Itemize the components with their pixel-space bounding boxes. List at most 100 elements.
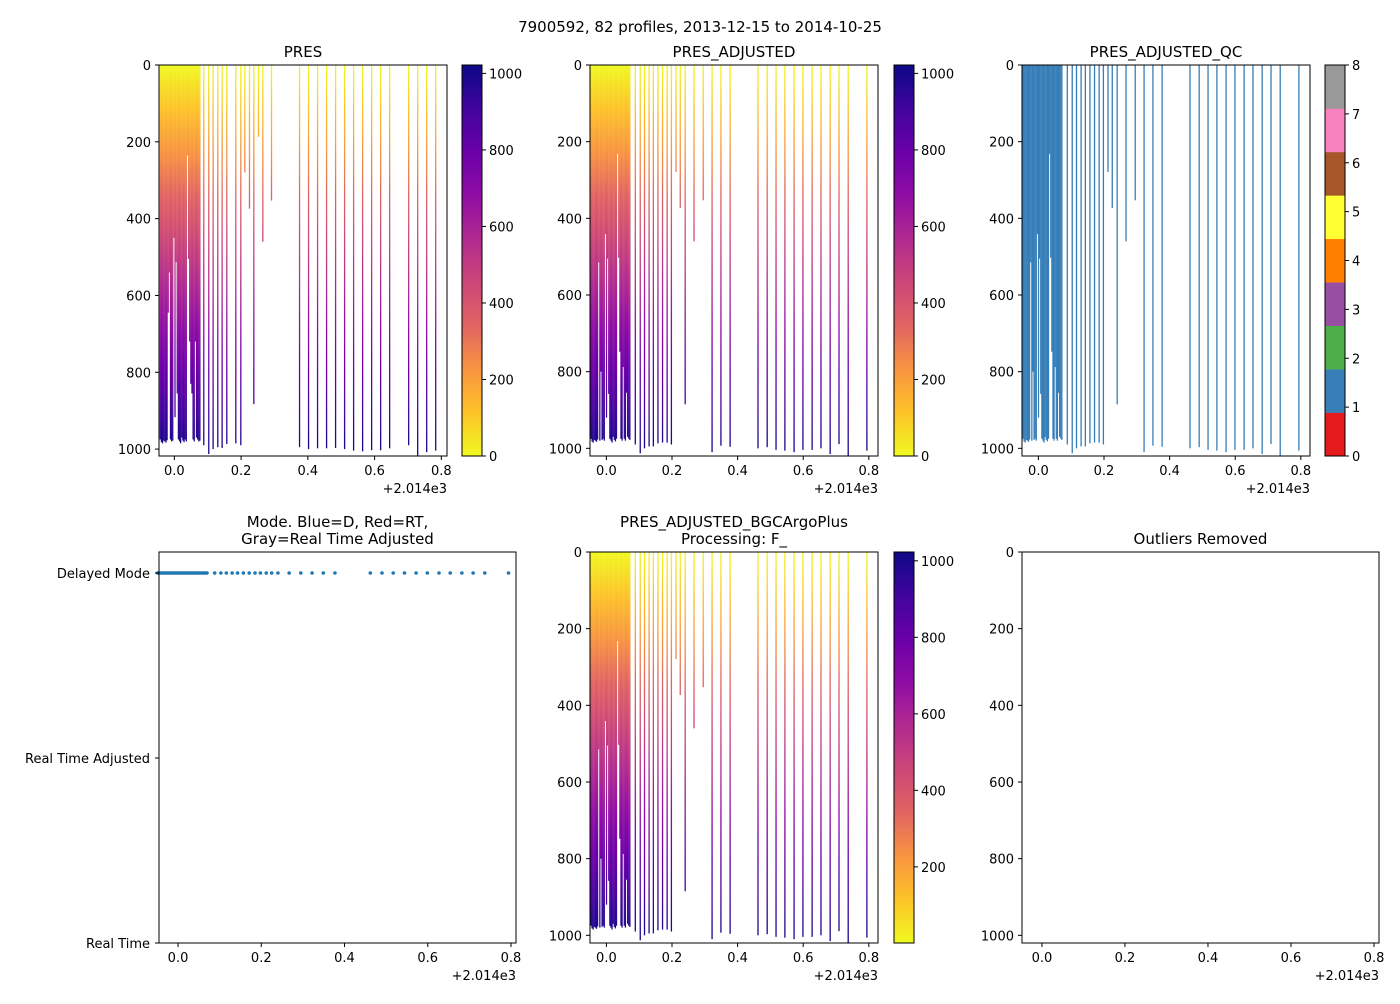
profile-line xyxy=(793,65,795,453)
colorbar-tick-label: 8 xyxy=(1352,59,1360,74)
profile-column xyxy=(609,552,611,926)
panel-title: Outliers Removed xyxy=(1134,530,1268,548)
profile-column xyxy=(613,65,615,440)
y-tick-label: 800 xyxy=(557,853,582,868)
profile-column xyxy=(625,65,628,393)
colorbar: 0 200 400 600 800 1000 xyxy=(893,64,954,465)
profile-line xyxy=(866,65,868,451)
y-tick-label: 1000 xyxy=(981,442,1014,457)
colorbar-frame xyxy=(893,64,915,457)
panel-title: PRES_ADJUSTED_QC xyxy=(1090,43,1243,62)
profile-column xyxy=(1025,65,1027,440)
profile-column xyxy=(601,65,603,440)
x-tick-label: 0.6 xyxy=(417,951,438,966)
profile-column xyxy=(613,552,615,927)
profile-line xyxy=(666,65,668,443)
profile-column xyxy=(1060,65,1062,439)
x-offset-label: +2.014e3 xyxy=(383,482,447,497)
profile-column xyxy=(603,552,605,928)
profile-line xyxy=(720,65,722,446)
figure-title: 7900592, 82 profiles, 2013-12-15 to 2014… xyxy=(518,18,882,36)
y-tick-label: 200 xyxy=(126,136,151,151)
profile-column xyxy=(1057,65,1060,393)
profile-line xyxy=(693,65,695,242)
y-tick-label: 1000 xyxy=(981,929,1014,944)
panel-title: Processing: F_ xyxy=(681,530,788,549)
profile-column xyxy=(1023,65,1025,442)
mode-point xyxy=(471,571,475,575)
profile-column xyxy=(602,552,604,926)
colorbar-tick-label: 1000 xyxy=(921,555,954,570)
profile-line xyxy=(240,65,242,446)
mode-point xyxy=(212,571,217,575)
profile-column xyxy=(182,65,184,441)
profile-column xyxy=(159,65,161,440)
profile-line xyxy=(1089,65,1091,444)
profile-line xyxy=(389,65,391,449)
profile-column xyxy=(180,65,182,444)
profile-column xyxy=(189,65,191,342)
profile-line xyxy=(1270,65,1272,445)
profile-line xyxy=(838,65,840,445)
profile-column xyxy=(591,65,593,442)
colorbar-tick-label: 4 xyxy=(1352,255,1360,270)
x-tick-label: 0.0 xyxy=(1028,464,1049,479)
profile-column xyxy=(1051,65,1053,352)
profile-line xyxy=(657,552,659,931)
profile-column xyxy=(1026,65,1029,441)
x-offset-label: +2.014e3 xyxy=(1246,482,1310,497)
colorbar-tick-label: 6 xyxy=(1352,157,1360,172)
profile-column xyxy=(199,65,201,441)
profile-column xyxy=(167,65,169,313)
profile-line xyxy=(866,552,868,938)
profile-column xyxy=(628,65,630,439)
profile-column xyxy=(1034,65,1036,439)
profile-line xyxy=(684,65,686,405)
profile-column xyxy=(1050,65,1052,258)
profile-column xyxy=(618,65,620,258)
profile-column xyxy=(178,65,181,442)
profile-column xyxy=(1041,65,1043,439)
profile-column xyxy=(186,65,189,156)
profile-line xyxy=(729,552,731,934)
profile-line xyxy=(702,552,704,688)
profile-column xyxy=(627,552,629,924)
profile-line xyxy=(784,552,786,938)
axes-frame xyxy=(158,64,448,457)
profile-column xyxy=(1024,65,1026,443)
profile-column xyxy=(607,65,609,259)
profile-column xyxy=(615,65,618,439)
profile-line xyxy=(1125,65,1127,242)
y-tick-label: 800 xyxy=(126,366,151,381)
x-tick-label: 0.0 xyxy=(164,464,185,479)
mode-point xyxy=(264,571,269,575)
y-tick-label: 1000 xyxy=(549,929,582,944)
mode-point xyxy=(230,571,234,575)
profile-line xyxy=(675,552,677,659)
profile-line xyxy=(775,65,777,450)
colorbar-fill xyxy=(894,65,914,456)
y-tick-label: 200 xyxy=(557,136,582,151)
profile-line xyxy=(675,65,677,172)
profile-line xyxy=(720,552,722,933)
y-tick-label: 0 xyxy=(1006,546,1014,561)
profile-column xyxy=(608,552,610,881)
colorbar-tick-label: 600 xyxy=(921,220,946,235)
profile-column xyxy=(596,552,599,927)
colorbar-band xyxy=(1325,108,1345,153)
profile-column xyxy=(624,552,627,928)
profile-column xyxy=(604,552,607,722)
profile-column xyxy=(628,552,630,926)
y-tick-label: 400 xyxy=(557,212,582,227)
profile-line xyxy=(226,65,228,445)
profile-column xyxy=(173,65,175,238)
profile-column xyxy=(1028,65,1031,440)
profile-line xyxy=(1134,65,1136,201)
profile-column xyxy=(193,65,195,442)
profile-column xyxy=(621,552,623,928)
profile-line xyxy=(1143,65,1145,453)
profile-line xyxy=(652,552,655,934)
x-tick-label: 0.8 xyxy=(858,464,879,479)
profile-line xyxy=(670,552,673,932)
mode-point xyxy=(437,571,441,575)
